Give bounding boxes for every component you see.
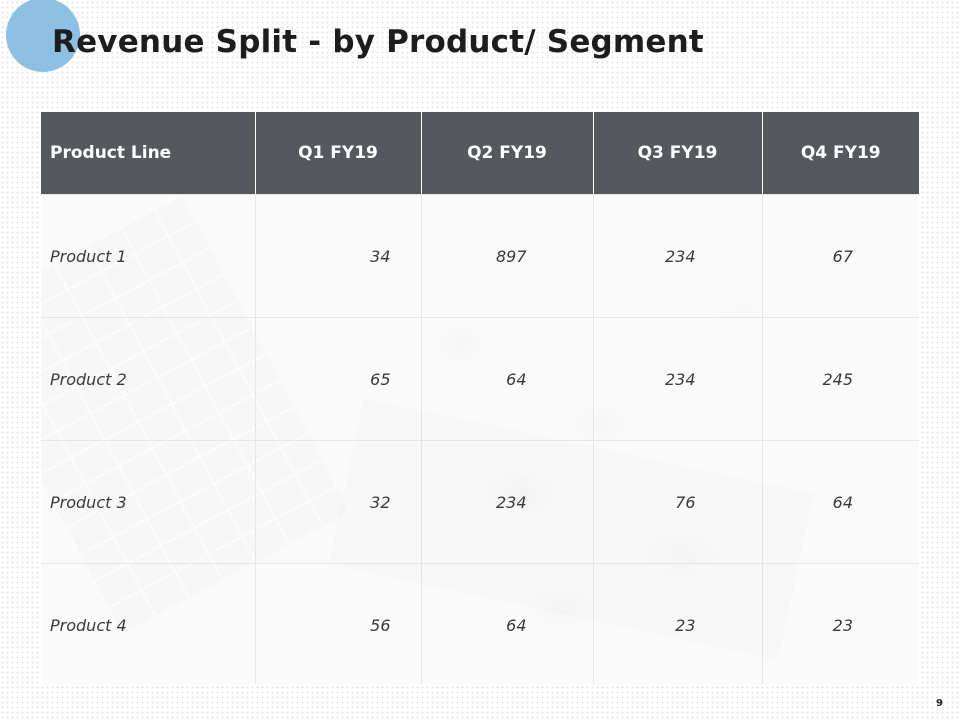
table-cell: 64: [420, 563, 593, 684]
table-cell: 64: [761, 440, 919, 564]
table-cell: 65: [254, 317, 421, 441]
table-cell: 56: [254, 563, 421, 684]
revenue-table: Product Line Q1 FY19 Q2 FY19 Q3 FY19 Q4 …: [41, 112, 919, 684]
revenue-table-container: Product Line Q1 FY19 Q2 FY19 Q3 FY19 Q4 …: [41, 112, 919, 684]
row-label: Product 4: [41, 563, 255, 684]
table-cell: 897: [420, 194, 593, 318]
header-q2-fy19: Q2 FY19: [420, 112, 593, 195]
slide-title: Revenue Split - by Product/ Segment: [52, 24, 704, 60]
header-q3-fy19: Q3 FY19: [592, 112, 762, 195]
row-label: Product 2: [41, 317, 255, 441]
row-label: Product 1: [41, 194, 255, 318]
table-cell: 32: [254, 440, 421, 564]
table-cell: 34: [254, 194, 421, 318]
table-row: Product 4 56 64 23 23: [41, 563, 919, 684]
table-row: Product 3 32 234 76 64: [41, 440, 919, 564]
table-cell: 234: [592, 317, 762, 441]
table-cell: 76: [592, 440, 762, 564]
header-product-line: Product Line: [41, 112, 255, 195]
table-cell: 23: [761, 563, 919, 684]
page-number: 9: [936, 698, 943, 709]
table-cell: 23: [592, 563, 762, 684]
table-row: Product 2 65 64 234 245: [41, 317, 919, 441]
table-cell: 245: [761, 317, 919, 441]
table-header-row: Product Line Q1 FY19 Q2 FY19 Q3 FY19 Q4 …: [41, 112, 919, 195]
table-cell: 234: [420, 440, 593, 564]
header-q4-fy19: Q4 FY19: [761, 112, 919, 195]
row-label: Product 3: [41, 440, 255, 564]
table-cell: 64: [420, 317, 593, 441]
accent-circle: [6, 0, 80, 72]
table-cell: 234: [592, 194, 762, 318]
header-q1-fy19: Q1 FY19: [254, 112, 421, 195]
table-cell: 67: [761, 194, 919, 318]
table-row: Product 1 34 897 234 67: [41, 194, 919, 318]
